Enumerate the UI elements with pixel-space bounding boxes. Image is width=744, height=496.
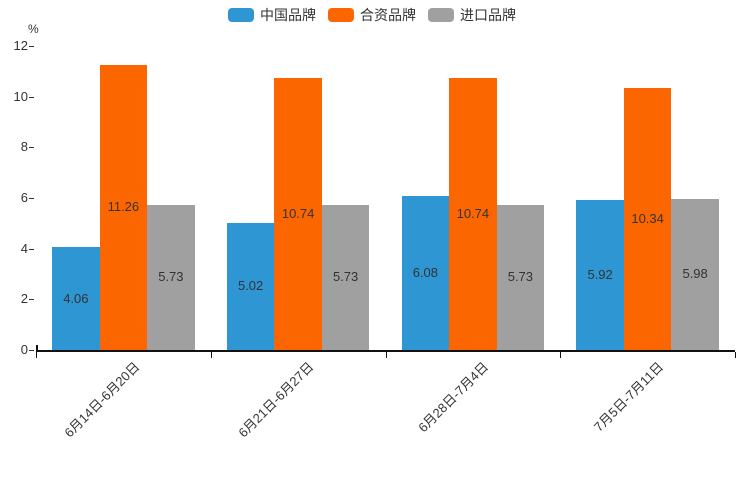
- legend-item-2[interactable]: 合资品牌: [328, 5, 416, 25]
- legend-swatch-icon: [428, 8, 454, 22]
- bar-中国品牌-4: [576, 200, 624, 350]
- y-axis-tick-label: 0: [20, 342, 28, 357]
- bar-合资品牌-3: [449, 77, 497, 350]
- legend-swatch-icon: [328, 8, 354, 22]
- y-axis-tick-label: 4: [20, 240, 28, 256]
- legend-item-label: 进口品牌: [460, 7, 516, 23]
- bar-合资品牌-2: [274, 77, 322, 350]
- bar-进口品牌-2: [321, 204, 370, 350]
- y-axis-tick: [29, 248, 34, 250]
- bar-value-label: 5.73: [158, 269, 184, 285]
- bar-value-label: 10.34: [631, 211, 664, 227]
- x-axis-tick: [385, 352, 387, 358]
- y-axis-tick: [29, 147, 34, 149]
- bar-value-label: 6.08: [412, 264, 439, 280]
- legend-swatch-icon: [228, 8, 254, 22]
- legend-item-label: 中国品牌: [260, 7, 316, 23]
- legend-item-1[interactable]: 中国品牌: [228, 5, 316, 25]
- x-axis-category-label: 6月14日-6月20日: [60, 359, 143, 441]
- x-axis-tick: [36, 352, 37, 358]
- x-axis-tick: [735, 352, 736, 358]
- y-axis-tick: [29, 46, 34, 47]
- bar-进口品牌-1: [147, 204, 195, 350]
- bar-value-label: 5.98: [682, 266, 708, 282]
- x-axis-tick: [560, 352, 562, 358]
- bar-value-label: 11.26: [107, 199, 140, 215]
- y-axis-tick: [29, 350, 34, 351]
- y-axis-tick-label: 2: [20, 291, 28, 307]
- y-axis-tick: [29, 198, 34, 199]
- bar-合资品牌-1: [99, 64, 148, 350]
- bar-value-label: 10.74: [281, 205, 315, 221]
- y-axis-unit-label: %: [28, 22, 39, 36]
- bar-value-label: 5.02: [237, 278, 264, 294]
- bar-中国品牌-2: [226, 222, 275, 350]
- x-axis-category-label: 6月21日-6月27日: [235, 359, 317, 441]
- legend-item-3[interactable]: 进口品牌: [428, 5, 516, 25]
- legend-item-label: 合资品牌: [360, 7, 416, 23]
- bar-value-label: 10.74: [456, 205, 490, 221]
- x-axis-line: [36, 350, 735, 352]
- y-axis-tick: [29, 96, 34, 98]
- bar-value-label: 5.92: [587, 267, 613, 282]
- bar-进口品牌-4: [671, 198, 719, 350]
- bar-value-label: 5.73: [507, 269, 534, 285]
- y-axis-line: [36, 345, 38, 350]
- x-axis-category-label: 7月5日-7月11日: [591, 359, 667, 435]
- x-axis-tick: [210, 352, 212, 358]
- y-axis-tick-label: 12: [13, 38, 28, 53]
- bar-合资品牌-4: [623, 88, 672, 350]
- y-axis-tick: [29, 299, 34, 301]
- bar-中国品牌-1: [52, 247, 100, 350]
- bar-value-label: 4.06: [63, 290, 89, 306]
- legend: 中国品牌 合资品牌 进口品牌: [0, 5, 744, 25]
- bar-进口品牌-3: [496, 204, 545, 350]
- y-axis-tick-label: 8: [20, 139, 28, 155]
- bar-value-label: 5.73: [332, 269, 359, 285]
- y-axis-tick-label: 10: [13, 88, 28, 104]
- x-axis-category-label: 6月28日-7月4日: [415, 359, 492, 436]
- bar-中国品牌-3: [401, 195, 450, 350]
- y-axis-tick-label: 6: [20, 190, 28, 205]
